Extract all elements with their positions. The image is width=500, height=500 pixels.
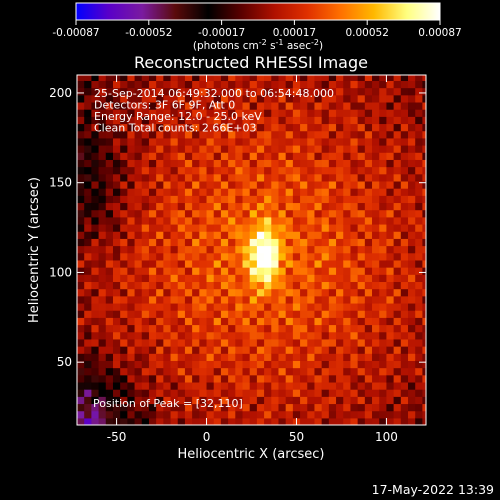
y-tick-label: 100 — [49, 265, 72, 279]
y-axis-label: Heliocentric Y (arcsec) — [27, 177, 42, 323]
colorbar-tick-label: 0.00052 — [345, 27, 388, 39]
x-tick-label: -50 — [107, 430, 127, 444]
colorbar-ticks: -0.00087 -0.00052 -0.00017 0.00017 0.00052 0.… — [52, 20, 462, 39]
x-tick-label: 100 — [375, 430, 398, 444]
annotation-line: Energy Range: 12.0 - 25.0 keV — [94, 110, 262, 123]
annotation-line: Clean Total counts: 2.66E+03 — [94, 122, 257, 135]
chart-title: Reconstructed RHESSI Image — [134, 53, 368, 72]
annotations: 25-Sep-2014 06:49:32.000 to 06:54:48.000… — [94, 87, 334, 135]
colorbar-tick-label: 0.00087 — [418, 27, 461, 39]
x-axis-label: Heliocentric X (arcsec) — [178, 447, 325, 462]
colorbar-unit-label: (photons cm-2 s-1 asec-2) — [193, 38, 323, 52]
colorbar-tick-label: -0.00087 — [52, 27, 99, 39]
peak-position-label: Position of Peak = [32,110] — [93, 397, 243, 410]
annotation-line: Detectors: 3F 6F 9F, Att 0 — [94, 99, 235, 112]
y-tick-label: 50 — [57, 355, 72, 369]
annotation-line: 25-Sep-2014 06:49:32.000 to 06:54:48.000 — [94, 87, 334, 100]
colorbar-tick-label: 0.00017 — [273, 27, 316, 39]
colorbar-tick-label: -0.00052 — [125, 27, 172, 39]
footer-timestamp: 17-May-2022 13:39 — [372, 482, 494, 497]
colorbar-tick-label: -0.00017 — [198, 27, 245, 39]
colorbar — [75, 2, 441, 21]
heatmap-image — [77, 75, 426, 425]
x-tick-label: 0 — [203, 430, 211, 444]
y-tick-label: 200 — [49, 86, 72, 100]
axes: -50 0 50 100 50 100 150 200 — [49, 75, 426, 444]
x-tick-label: 50 — [289, 430, 304, 444]
plot-frame — [76, 74, 427, 426]
y-tick-label: 150 — [49, 176, 72, 190]
